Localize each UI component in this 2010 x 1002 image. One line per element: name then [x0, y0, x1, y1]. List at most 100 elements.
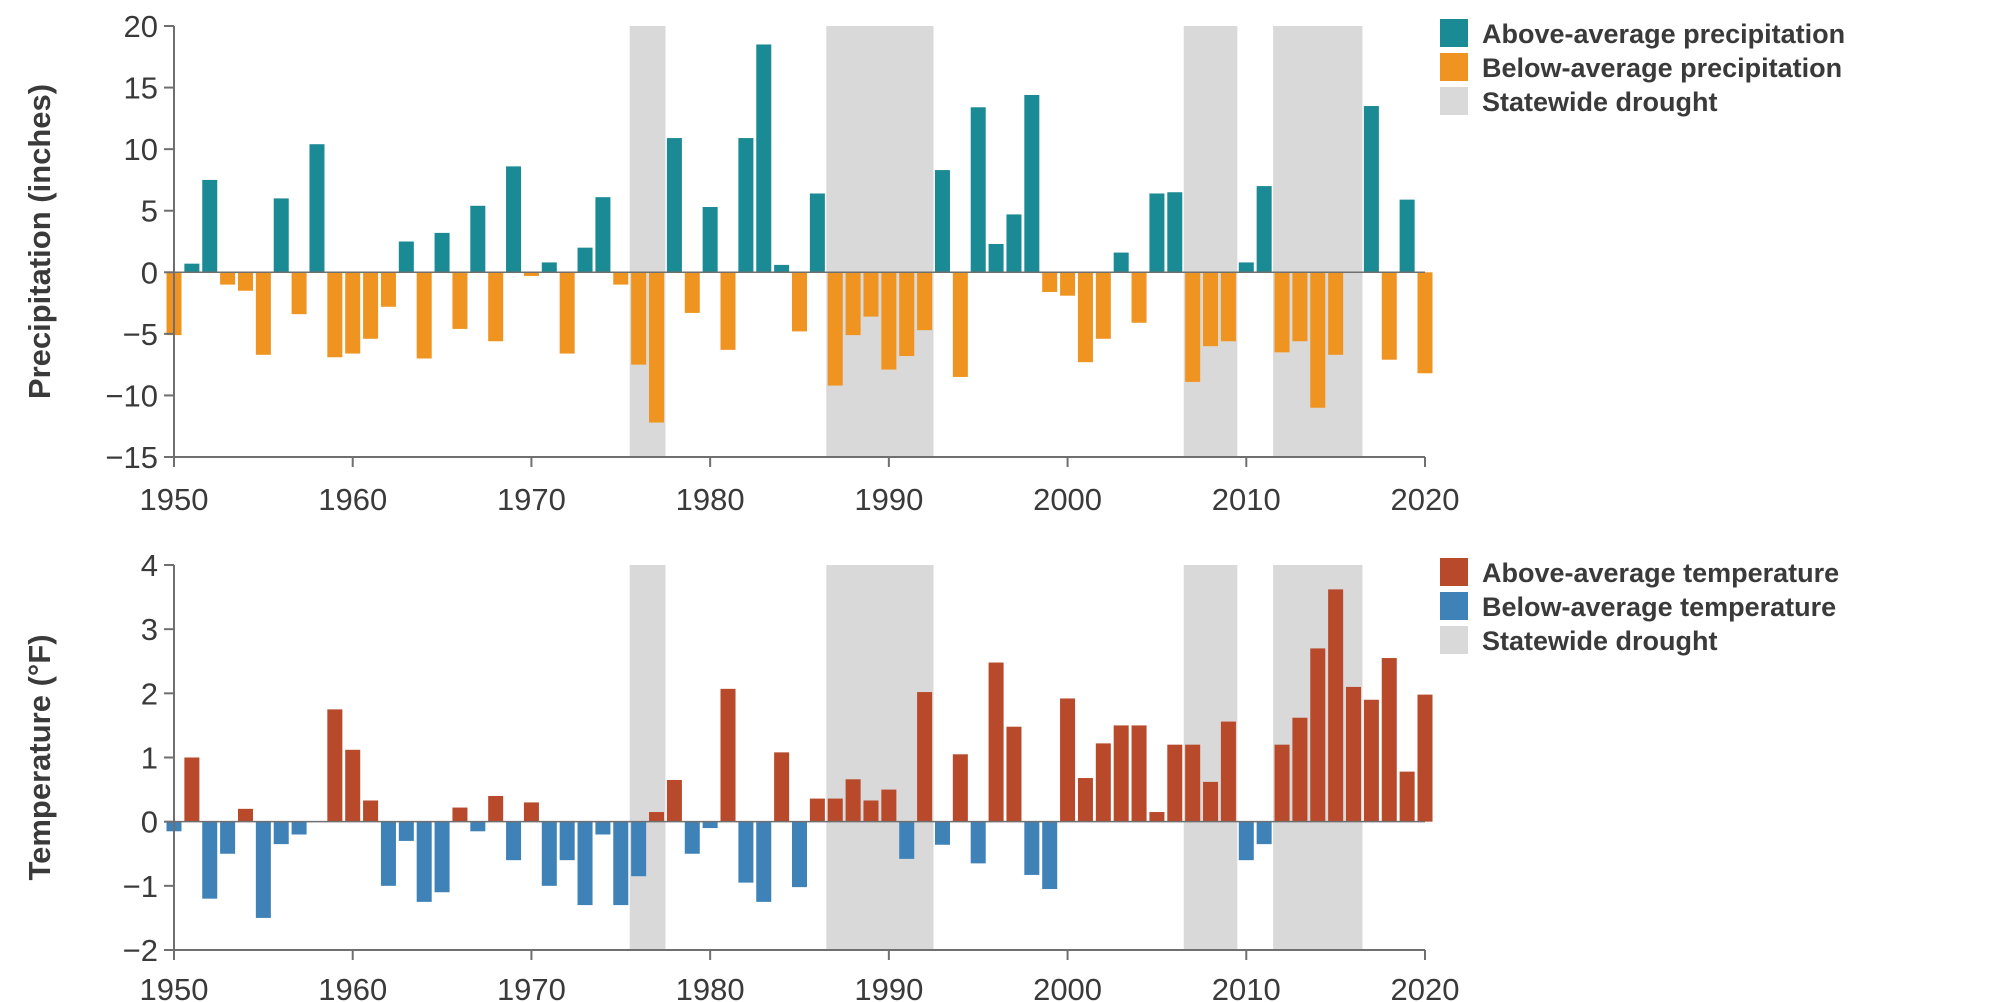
bar [1220, 272, 1236, 342]
legend-label: Below-average temperature [1482, 592, 1836, 622]
bar [720, 272, 736, 350]
y-tick-label: 1 [141, 741, 158, 776]
bar [1328, 589, 1344, 822]
bar [1131, 725, 1147, 822]
x-tick-label: 2020 [1391, 972, 1460, 1002]
bar [1113, 252, 1129, 273]
bar [899, 821, 915, 859]
bar [1292, 272, 1308, 342]
bar [774, 264, 790, 273]
bar [702, 207, 718, 273]
bar [1042, 821, 1058, 890]
bar [488, 796, 504, 822]
bar [523, 272, 539, 276]
bar [649, 812, 665, 822]
bar [184, 757, 200, 822]
x-tick-label: 2000 [1033, 482, 1102, 517]
bar [1274, 272, 1290, 353]
bar [1381, 272, 1397, 360]
bar [255, 272, 271, 355]
legend-label: Statewide drought [1482, 626, 1718, 656]
x-tick-label: 1970 [497, 482, 566, 517]
bar [738, 821, 754, 883]
y-tick-label: 0 [141, 255, 158, 290]
bar [631, 821, 647, 877]
bar [1185, 744, 1201, 822]
legend-label: Statewide drought [1482, 87, 1718, 117]
bar [345, 749, 361, 822]
bar [791, 821, 808, 888]
bar [1185, 272, 1201, 382]
bar [523, 802, 539, 822]
bar [702, 821, 718, 829]
bar [684, 272, 700, 313]
bar [809, 798, 825, 822]
bar [595, 821, 611, 835]
drought-band [826, 565, 934, 950]
bar [845, 779, 861, 822]
x-tick-label: 2010 [1212, 482, 1281, 517]
bar [827, 798, 843, 822]
bar [1167, 192, 1183, 273]
bar [327, 709, 343, 822]
bar [452, 272, 468, 329]
bar [1346, 686, 1362, 822]
bar [1131, 272, 1147, 323]
bar [559, 821, 575, 861]
bar [1238, 262, 1254, 273]
drought-band [826, 26, 934, 457]
legend-label: Above-average temperature [1482, 558, 1839, 588]
bar [1095, 272, 1111, 339]
legend-swatch [1440, 558, 1468, 586]
bar [506, 821, 522, 861]
bar [613, 272, 629, 285]
legend-swatch [1440, 19, 1468, 47]
x-tick-label: 1990 [854, 972, 923, 1002]
bar [1399, 771, 1415, 822]
bar [363, 800, 379, 822]
bar [1203, 272, 1219, 347]
x-tick-label: 1960 [318, 972, 387, 1002]
drought-band [629, 565, 666, 950]
bar [452, 807, 468, 822]
x-tick-label: 2010 [1212, 972, 1281, 1002]
bar [416, 821, 432, 902]
bar [1024, 94, 1040, 273]
bar [1167, 744, 1183, 822]
bar [416, 272, 432, 359]
y-tick-label: 20 [124, 9, 158, 44]
legend-swatch [1440, 53, 1468, 81]
bar [559, 272, 575, 354]
y-tick-label: 15 [124, 71, 158, 106]
bar [202, 179, 218, 273]
bar [1256, 821, 1272, 845]
bar [273, 821, 289, 845]
bar [237, 808, 253, 822]
bar [827, 272, 843, 386]
x-tick-label: 2020 [1391, 482, 1460, 517]
bar [756, 44, 772, 273]
bar [434, 821, 450, 893]
bar [220, 821, 236, 854]
legend-swatch [1440, 87, 1468, 115]
bar [1077, 272, 1093, 363]
x-tick-label: 1950 [140, 972, 209, 1002]
bar [291, 272, 307, 315]
bar [1399, 199, 1415, 273]
y-axis-title: Precipitation (inches) [22, 84, 57, 399]
bar [1095, 743, 1111, 822]
bar [1077, 778, 1093, 822]
bar [649, 272, 665, 423]
bar [1274, 744, 1290, 822]
bar [1006, 726, 1022, 822]
bar [1256, 186, 1272, 273]
bar [774, 752, 790, 822]
bar [1024, 821, 1040, 875]
x-tick-label: 1960 [318, 482, 387, 517]
bar [1113, 725, 1129, 822]
bar [398, 241, 414, 273]
x-tick-label: 1980 [676, 482, 745, 517]
y-tick-label: 10 [124, 132, 158, 167]
bar [863, 800, 879, 822]
